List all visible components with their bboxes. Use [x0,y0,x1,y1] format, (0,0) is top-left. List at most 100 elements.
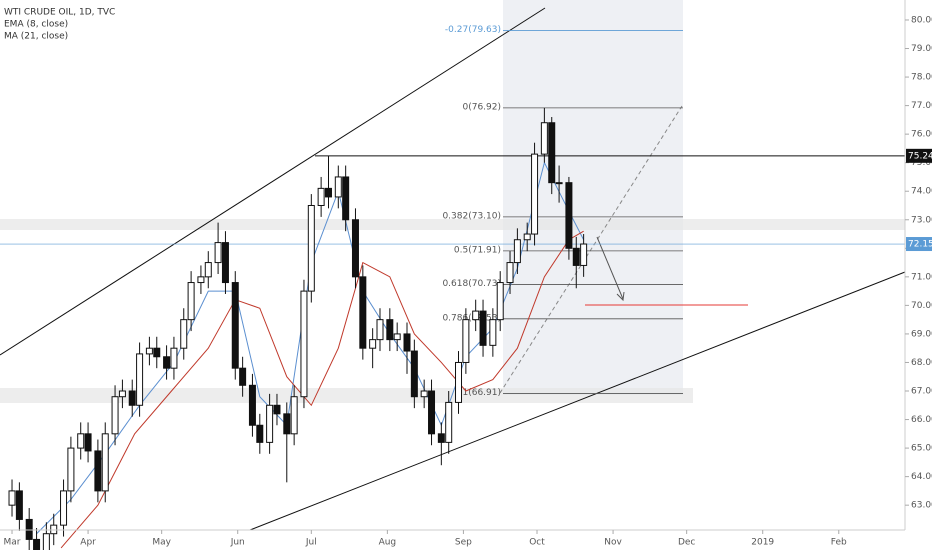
candle-body [15,490,23,520]
candle-body [60,490,68,526]
fib-label: 0.786(69.53) [442,313,501,323]
candle-body [506,262,514,284]
candle-body [455,361,463,403]
y-tick-label: 78.00 [911,73,932,83]
candle-body [420,390,428,398]
candle-body [548,122,556,184]
candle-body [317,187,325,206]
candle-body [25,518,33,540]
x-tick-label: Sep [455,538,472,548]
candle-body [180,319,188,349]
y-tick-label: 65.00 [911,444,932,454]
candle-body [496,282,504,321]
candle-body [300,290,308,398]
candle-body [118,390,126,398]
candle-body [376,319,384,341]
candle-body [342,176,350,221]
candle-body [572,247,580,266]
legend-entry: EMA (8, close) [4,20,68,30]
y-tick-label: 77.00 [911,101,932,111]
candle-body [386,319,394,341]
x-tick-label: Feb [831,538,847,548]
x-tick-label: Dec [678,538,695,548]
candle-body [231,282,239,369]
candle-body [170,347,178,369]
candle-body [513,239,521,264]
y-tick-label: 75.00 [911,158,932,168]
candle-body [324,187,332,198]
candle-body [128,390,136,406]
candle-body [437,433,445,443]
candle-body [283,413,291,435]
candle-body [8,490,16,506]
candle-body [479,310,487,346]
candle-body [214,242,222,264]
x-tick-label: Apr [80,538,96,548]
candle-body [101,433,109,492]
y-tick-label: 73.00 [911,215,932,225]
x-tick-label: Jun [230,538,245,548]
x-tick-label: May [152,538,171,548]
candle-body [145,347,153,355]
candle-body [273,404,281,415]
candle-body [445,401,453,443]
candle-body [187,282,195,321]
candle-body [410,350,418,398]
y-tick-label: 70.00 [911,301,932,311]
candle-body [462,319,470,363]
candle-body [153,347,161,358]
candle-body [403,333,411,352]
y-tick-label: 74.00 [911,187,932,197]
x-tick-label: Oct [529,538,545,548]
price-tag [906,148,932,163]
zone-band [0,388,693,403]
x-tick-label: Nov [604,538,622,548]
candle-body [221,242,229,284]
x-tick-label: Mar [4,538,21,548]
candle-body [204,262,212,278]
candle-body [197,276,205,284]
chart-title: WTI CRUDE OIL, 1D, TVC [4,8,115,18]
candle-body [523,233,531,241]
candle-body [531,153,539,235]
candle-body [163,356,171,369]
y-tick-label: 79.00 [911,44,932,54]
candle-body [111,396,119,435]
candle-body [580,243,588,266]
candle-body [84,433,92,452]
price-tag [906,237,932,252]
candle-body [393,333,401,341]
candle-body [369,339,377,349]
x-tick-label: Jul [305,538,317,548]
candle-body [540,122,548,155]
y-tick-label: 64.00 [911,472,932,482]
candle-body [94,450,102,492]
candle-body [334,176,342,198]
candle-body [33,538,41,550]
candle-body [136,353,144,406]
candle-body [565,182,573,249]
candle-body [359,276,367,349]
y-tick-label: 71.00 [911,272,932,282]
fib-label: 1(66.91) [462,388,501,398]
axes: 63.00 64.00 65.00 66.00 67.00 68.00 69.00 70.00… [4,15,932,548]
price-tag-label: 75.24 [908,151,932,161]
candle-body [67,447,75,492]
y-tick-label: 67.00 [911,387,932,397]
y-tick-label: 80.00 [911,15,932,25]
zone-band [0,219,905,230]
fib-label: 0.382(73.10) [442,211,501,221]
arrow-head [616,291,625,302]
fib-label: 0.5(71.91) [454,245,501,255]
x-tick-label: 2019 [751,538,774,548]
legend-entry: MA (21, close) [4,32,68,42]
candle-body [256,424,264,443]
price-axis [905,0,932,550]
dashed-line [499,105,683,394]
y-tick-label: 69.00 [911,329,932,339]
candle-body [248,384,256,426]
candle-body [77,433,85,449]
fib-label: 0.618(70.73) [442,279,501,289]
